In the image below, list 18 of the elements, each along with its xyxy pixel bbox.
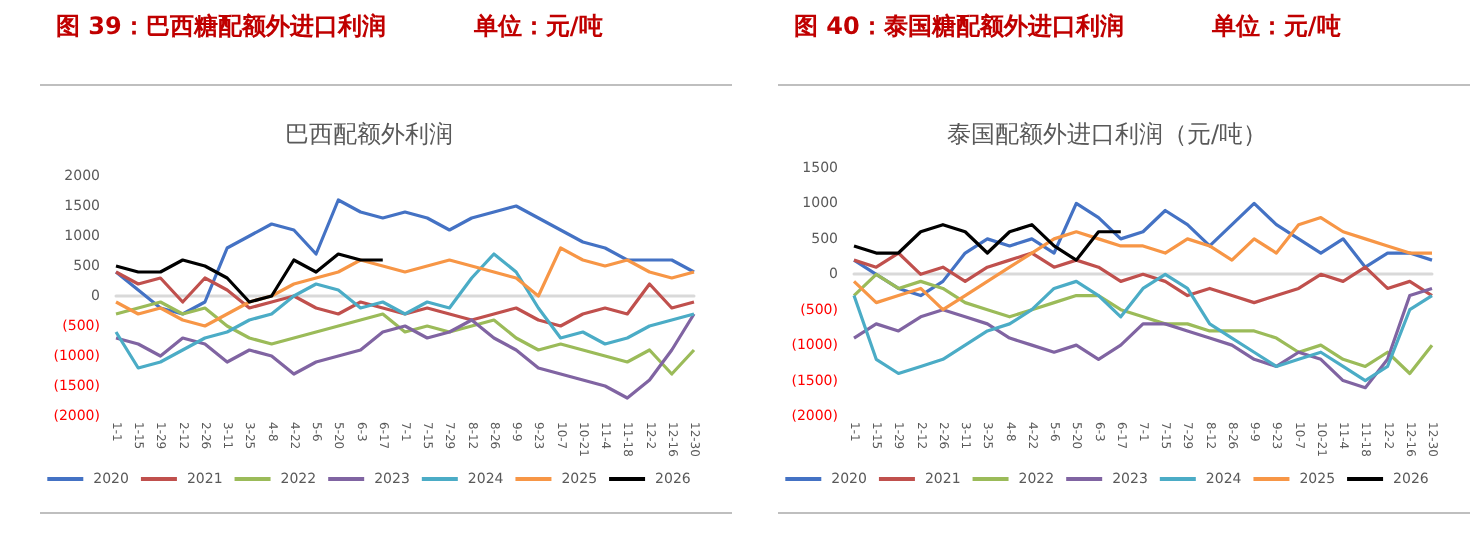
line-series <box>852 201 1434 298</box>
chart-title: 图 39：巴西糖配额外进口利润 <box>56 12 386 40</box>
line-series <box>852 251 1434 305</box>
line-series <box>852 223 1123 262</box>
text: 巴西配额外利润 <box>285 120 453 148</box>
text: 泰国配额外进口利润（元/吨） <box>946 120 1268 148</box>
chart-subtitle: 单位：元/吨 <box>1211 12 1341 40</box>
line-series <box>114 198 696 316</box>
line-series <box>114 252 385 304</box>
line-series <box>852 286 1434 390</box>
line-series <box>114 246 696 328</box>
line-series <box>114 312 696 400</box>
line-series <box>114 270 696 328</box>
line-series <box>852 216 1434 312</box>
line-series <box>114 300 696 376</box>
chart-title: 图 40：泰国糖配额外进口利润 <box>794 12 1124 40</box>
line-series <box>114 252 696 370</box>
chart-subtitle: 单位：元/吨 <box>473 12 603 40</box>
